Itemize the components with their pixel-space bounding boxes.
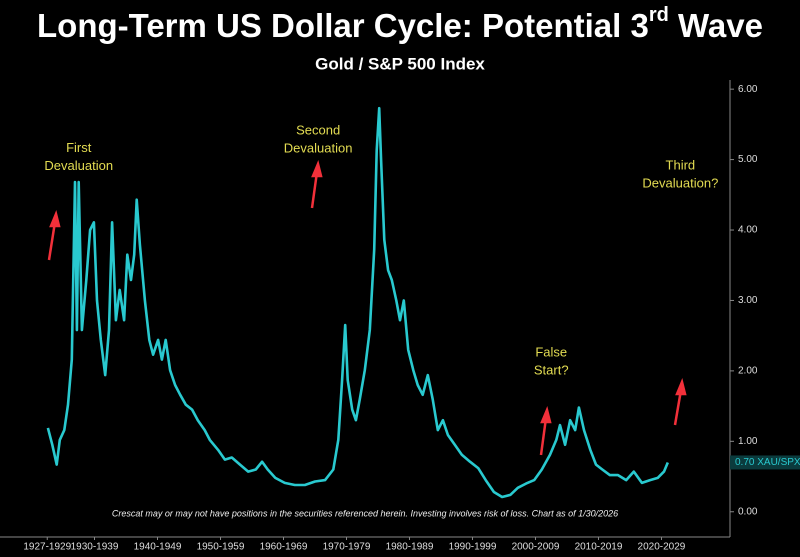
arrow — [47, 221, 57, 261]
annotation-line: First — [66, 140, 92, 155]
y-tick-label: 6.00 — [738, 84, 758, 95]
arrow — [310, 171, 319, 209]
annotation-line: Third — [666, 158, 696, 173]
chart-subtitle: Gold / S&P 500 Index — [315, 54, 485, 73]
x-tick-label: 1930-1939 — [71, 542, 119, 553]
annotation-line: Devaluation — [284, 141, 353, 156]
annotation-line: Devaluation? — [642, 176, 718, 191]
annotation-line: Start? — [534, 363, 569, 378]
annotation: Second Devaluation — [284, 123, 353, 156]
x-tick-label: 1970-1979 — [323, 542, 371, 553]
annotation: First Devaluation — [44, 140, 113, 173]
chart-title: Long-Term US Dollar Cycle: Potential 3rd… — [37, 4, 763, 43]
annotation-line: Second — [296, 123, 340, 138]
y-tick-label: 0.00 — [738, 506, 758, 517]
y-tick-label: 4.00 — [738, 225, 758, 236]
x-tick-label: 1980-1989 — [386, 542, 434, 553]
x-tick-label: 1950-1959 — [197, 542, 245, 553]
x-tick-label: 1940-1949 — [134, 542, 182, 553]
footnote: Crescat may or may not have positions in… — [112, 508, 618, 518]
last-value-box — [730, 455, 800, 470]
y-tick-label: 5.00 — [738, 154, 758, 165]
arrow-head — [540, 406, 552, 424]
x-tick-label: 1960-1969 — [260, 542, 308, 553]
arrow-head — [311, 160, 323, 178]
annotation-line: False — [535, 345, 567, 360]
arrow-head — [675, 378, 687, 396]
x-tick-label: 2000-2009 — [512, 542, 560, 553]
x-tick-label: 2020-2029 — [638, 542, 686, 553]
y-tick-label: 2.00 — [738, 366, 758, 377]
x-tick-label: 1927-1929 — [23, 542, 71, 553]
x-tick-label: 2010-2019 — [575, 542, 623, 553]
x-tick-label: 1990-1999 — [449, 542, 497, 553]
data-line — [46, 106, 669, 499]
y-tick-label: 3.00 — [738, 295, 758, 306]
arrow-head — [49, 210, 61, 228]
annotation: False Start? — [534, 345, 569, 378]
arrows — [47, 160, 687, 456]
annotation-line: Devaluation — [44, 158, 113, 173]
last-value-label: 0.70 XAU/SPX — [735, 457, 800, 468]
annotation: Third Devaluation? — [642, 158, 718, 191]
y-tick-label: 1.00 — [738, 436, 758, 447]
arrow — [539, 417, 548, 456]
arrow — [673, 389, 683, 426]
